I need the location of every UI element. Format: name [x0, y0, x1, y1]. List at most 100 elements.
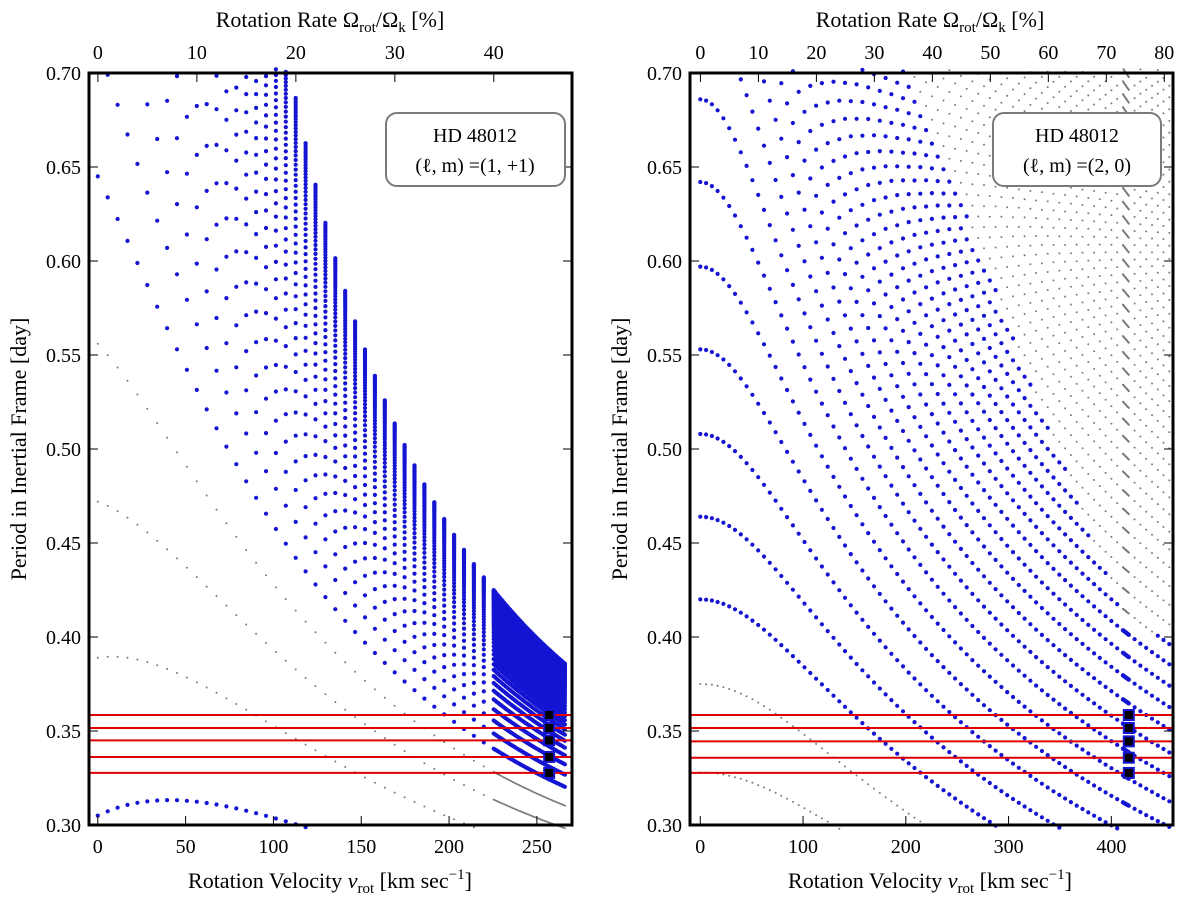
- mode-point-highlighted: [244, 250, 249, 255]
- mode-point-highlighted: [947, 439, 952, 444]
- mode-point-highlighted: [1138, 641, 1143, 646]
- mode-point-highlighted: [382, 584, 387, 589]
- mode-point-highlighted: [808, 274, 813, 279]
- mode-point-highlighted: [819, 507, 825, 512]
- mode-point-other: [803, 734, 806, 736]
- mode-point-highlighted: [790, 654, 796, 659]
- mode-point-highlighted: [234, 132, 239, 137]
- mode-point-highlighted: [970, 530, 975, 535]
- mode-point-highlighted: [313, 362, 318, 367]
- mode-point-highlighted: [1068, 768, 1073, 773]
- mode-point-highlighted: [432, 561, 437, 566]
- mode-point-other: [106, 354, 109, 357]
- mode-point-highlighted: [224, 296, 229, 301]
- mode-point-highlighted: [1115, 646, 1120, 651]
- mode-point-highlighted: [1103, 660, 1108, 665]
- mode-point-highlighted: [924, 434, 929, 439]
- mode-point-highlighted: [224, 804, 229, 809]
- mode-point-highlighted: [461, 653, 467, 658]
- mode-point-highlighted: [871, 680, 877, 685]
- mode-point-highlighted: [1016, 731, 1021, 736]
- mode-point-highlighted: [145, 282, 150, 288]
- mode-point-highlighted: [432, 669, 437, 674]
- mode-point-highlighted: [895, 384, 900, 389]
- mode-point-highlighted: [323, 334, 328, 340]
- mode-point-highlighted: [761, 273, 767, 278]
- mode-point-highlighted: [727, 126, 732, 131]
- mode-point-other: [195, 681, 198, 684]
- mode-point-highlighted: [313, 230, 318, 236]
- mode-point-highlighted: [1068, 657, 1073, 663]
- mode-point-highlighted: [1144, 786, 1149, 791]
- mode-point-highlighted: [1063, 679, 1068, 684]
- mode-point-highlighted: [831, 330, 836, 336]
- mode-point-highlighted: [1126, 701, 1131, 706]
- mode-point-highlighted: [392, 551, 397, 556]
- mode-point-highlighted: [333, 368, 338, 374]
- mode-point-highlighted: [756, 331, 761, 336]
- mode-point-highlighted: [860, 313, 865, 318]
- mode-point-highlighted: [1149, 789, 1155, 795]
- mode-point-highlighted: [323, 265, 328, 270]
- mode-point-highlighted: [343, 424, 348, 429]
- mode-point-highlighted: [194, 799, 199, 804]
- mode-point-highlighted: [1074, 588, 1079, 594]
- mode-point-highlighted: [767, 632, 772, 637]
- mode-point-highlighted: [1097, 587, 1102, 592]
- mode-point-highlighted: [273, 296, 278, 301]
- mode-point-highlighted: [1028, 622, 1033, 627]
- mode-point-highlighted: [738, 454, 743, 459]
- mode-point-highlighted: [135, 161, 140, 166]
- left-legend-box: HD 48012 (ℓ, m) =(1, +1): [385, 112, 566, 187]
- mode-point-highlighted: [721, 277, 726, 282]
- mode-point-highlighted: [1155, 720, 1160, 725]
- mode-point-highlighted: [353, 497, 358, 502]
- mode-point-highlighted: [1167, 642, 1172, 647]
- mode-point-highlighted: [1074, 803, 1079, 808]
- mode-point-other: [294, 609, 297, 612]
- mode-point-highlighted: [303, 206, 308, 211]
- mode-point-highlighted: [1126, 677, 1131, 682]
- mode-point-highlighted: [883, 692, 888, 697]
- mode-point-highlighted: [964, 523, 969, 528]
- mode-point-other: [797, 729, 800, 732]
- mode-point-highlighted: [214, 181, 219, 186]
- mode-point-highlighted: [333, 294, 338, 299]
- mode-point-highlighted: [234, 411, 239, 416]
- mode-point-highlighted: [871, 584, 877, 589]
- mode-point-highlighted: [442, 574, 447, 580]
- mode-point-highlighted: [993, 785, 998, 790]
- mode-point-highlighted: [738, 77, 743, 82]
- mode-point-highlighted: [422, 601, 427, 606]
- mode-point-highlighted: [263, 511, 269, 516]
- mode-point-other: [255, 561, 258, 564]
- mode-point-highlighted: [353, 360, 358, 365]
- mode-point-highlighted: [1039, 748, 1044, 754]
- mode-point-highlighted: [808, 608, 813, 613]
- mode-point-highlighted: [947, 500, 952, 505]
- mode-point-highlighted: [481, 658, 486, 663]
- mode-point-other: [314, 749, 317, 752]
- mode-point-highlighted: [353, 454, 358, 459]
- mode-point-highlighted: [1022, 511, 1027, 516]
- mode-point-highlighted: [155, 304, 160, 309]
- mode-point-highlighted: [912, 382, 917, 387]
- mode-point-highlighted: [155, 136, 160, 142]
- mode-point-other: [354, 716, 357, 719]
- mode-point-highlighted: [750, 178, 755, 183]
- mode-point-highlighted: [790, 459, 796, 464]
- mode-point-highlighted: [244, 129, 249, 134]
- mode-point-highlighted: [842, 400, 848, 405]
- mode-point-other: [1139, 621, 1142, 624]
- mode-point-highlighted: [1034, 574, 1039, 579]
- mode-point-highlighted: [362, 466, 368, 471]
- mode-point-highlighted: [1051, 697, 1056, 702]
- mode-point-highlighted: [883, 474, 888, 479]
- mode-point-highlighted: [837, 215, 842, 220]
- mode-point-highlighted: [333, 529, 338, 534]
- mode-point-highlighted: [924, 372, 929, 377]
- mode-point-highlighted: [471, 627, 476, 632]
- mode-point-highlighted: [432, 565, 437, 570]
- mode-point-highlighted: [461, 695, 467, 700]
- mode-point-other: [314, 685, 317, 688]
